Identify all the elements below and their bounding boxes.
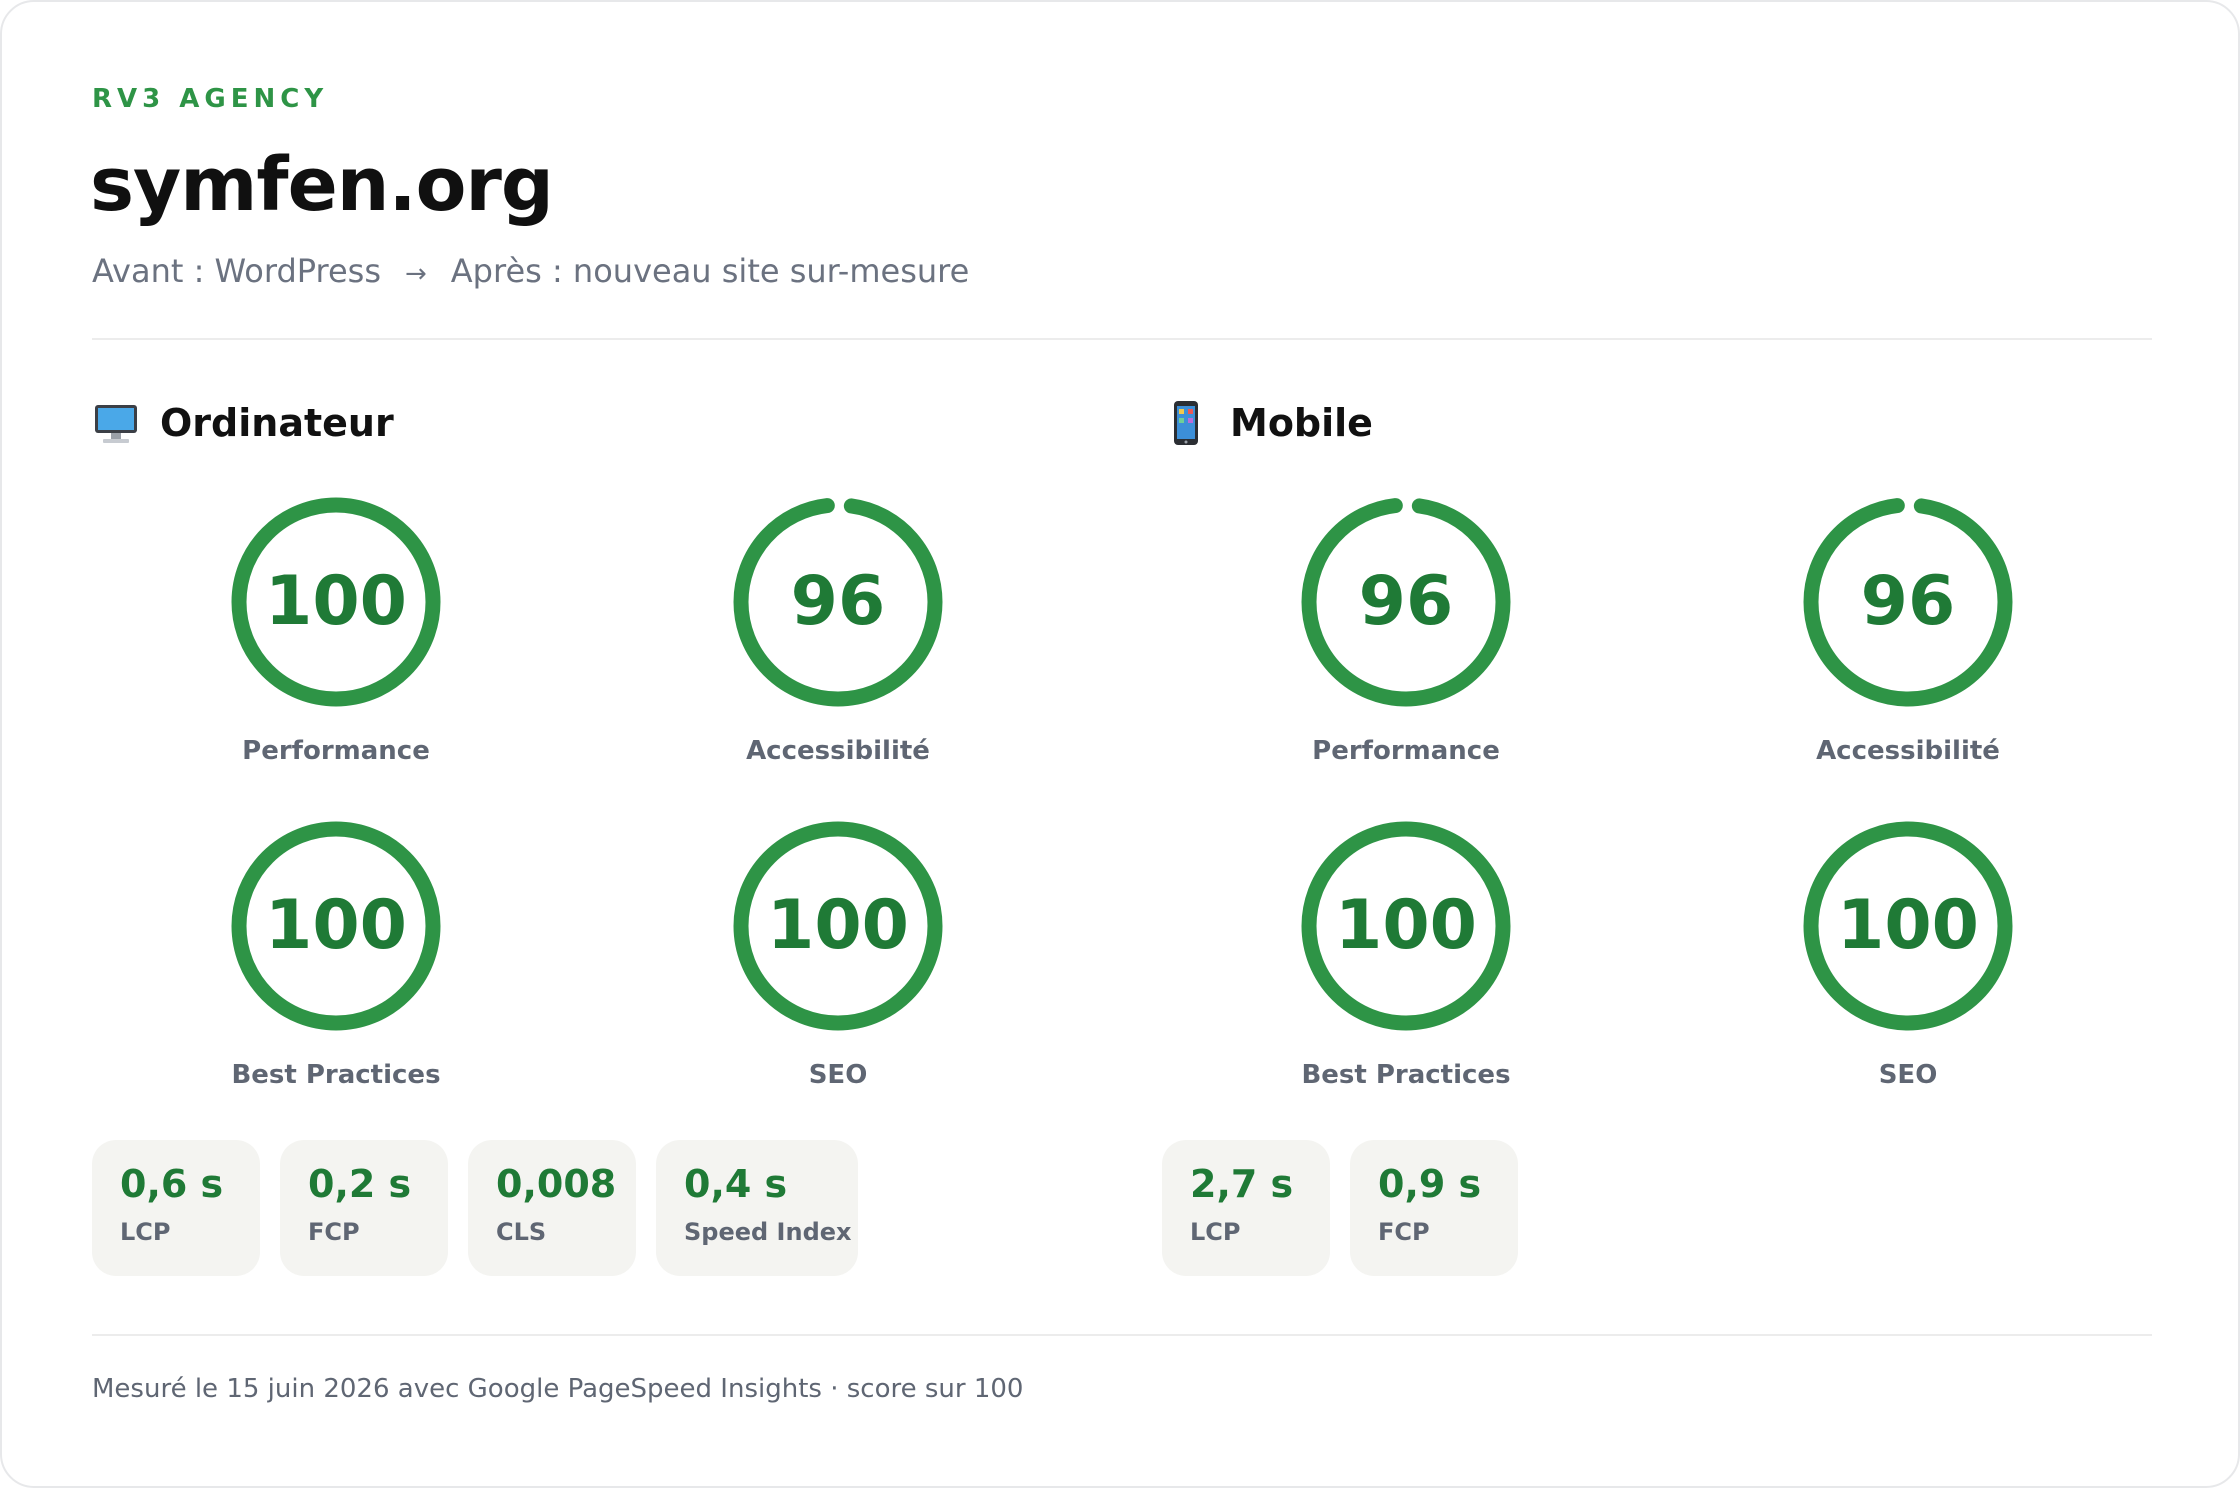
mobile-metric-fcp: 0,9 s FCP	[1350, 1140, 1518, 1276]
gauge-score: 96	[791, 562, 886, 641]
gauge-score: 96	[1861, 562, 1956, 641]
desktop-seo-gauge: 100 SEO	[708, 820, 968, 1090]
migration-subtitle: Avant : WordPress → Après : nouveau site s…	[92, 252, 969, 290]
mobile-phone-icon	[1162, 399, 1210, 447]
gauge-score: 100	[1335, 886, 1477, 965]
mobile-seo-gauge: 100 SEO	[1778, 820, 2038, 1090]
gauge-label: SEO	[808, 1060, 868, 1090]
metric-value: 0,9 s	[1378, 1162, 1482, 1206]
gauge-arc	[1301, 497, 1511, 707]
gauge-arc	[1803, 821, 2013, 1031]
desktop-accessibility-gauge: 96 Accessibilité	[708, 496, 968, 766]
before-text: Avant : WordPress	[92, 252, 381, 290]
site-title: symfen.org	[90, 142, 554, 228]
mobile-performance-gauge: 96 Performance	[1276, 496, 1536, 766]
metric-label: Speed Index	[684, 1218, 852, 1246]
mobile-section-heading: Mobile	[1162, 398, 1373, 448]
desktop-metric-lcp: 0,6 s LCP	[92, 1140, 260, 1276]
desktop-section-heading: Ordinateur	[92, 398, 394, 448]
metric-value: 2,7 s	[1190, 1162, 1294, 1206]
gauge-label: Accessibilité	[746, 736, 930, 766]
mobile-accessibility-gauge: 96 Accessibilité	[1778, 496, 2038, 766]
metric-label: FCP	[1378, 1218, 1430, 1246]
metric-label: LCP	[1190, 1218, 1241, 1246]
gauge-score: 100	[265, 562, 407, 641]
gauge-label: Best Practices	[231, 1060, 441, 1090]
desktop-metric-speed-index: 0,4 s Speed Index	[656, 1140, 858, 1276]
agency-name: RV3 AGENCY	[92, 84, 329, 114]
desktop-performance-gauge: 100 Performance	[206, 496, 466, 766]
gauge-arc	[1301, 821, 1511, 1031]
desktop-section-title: Ordinateur	[160, 401, 394, 445]
gauge-score: 100	[1837, 886, 1979, 965]
measurement-note: Mesuré le 15 juin 2026 avec Google PageS…	[92, 1374, 1024, 1404]
metric-value: 0,2 s	[308, 1162, 412, 1206]
after-text: Après : nouveau site sur-mesure	[450, 252, 970, 290]
gauge-label: SEO	[1878, 1060, 1938, 1090]
gauge-arc	[733, 497, 943, 707]
metric-label: FCP	[308, 1218, 360, 1246]
desktop-best-practices-gauge: 100 Best Practices	[206, 820, 466, 1090]
gauge-label: Accessibilité	[1816, 736, 2000, 766]
gauge-score: 96	[1359, 562, 1454, 641]
gauge-arc	[231, 821, 441, 1031]
gauge-score: 100	[265, 886, 407, 965]
gauge-label: Performance	[1312, 736, 1500, 766]
gauge-score: 100	[767, 886, 909, 965]
metric-value: 0,4 s	[684, 1162, 788, 1206]
metric-label: CLS	[496, 1218, 547, 1246]
desktop-computer-icon	[92, 399, 140, 447]
footer-divider	[92, 1334, 2152, 1336]
metric-value: 0,008	[496, 1162, 617, 1206]
desktop-metric-fcp: 0,2 s FCP	[280, 1140, 448, 1276]
gauge-label: Performance	[242, 736, 430, 766]
gauge-label: Best Practices	[1301, 1060, 1511, 1090]
arrow-icon: →	[404, 259, 427, 289]
mobile-section-title: Mobile	[1230, 401, 1373, 445]
gauge-arc	[1803, 497, 2013, 707]
desktop-metric-cls: 0,008 CLS	[468, 1140, 636, 1276]
mobile-best-practices-gauge: 100 Best Practices	[1276, 820, 1536, 1090]
header-divider	[92, 338, 2152, 340]
metric-label: LCP	[120, 1218, 171, 1246]
gauge-arc	[733, 821, 943, 1031]
metric-value: 0,6 s	[120, 1162, 224, 1206]
mobile-metric-lcp: 2,7 s LCP	[1162, 1140, 1330, 1276]
gauge-arc	[231, 497, 441, 707]
